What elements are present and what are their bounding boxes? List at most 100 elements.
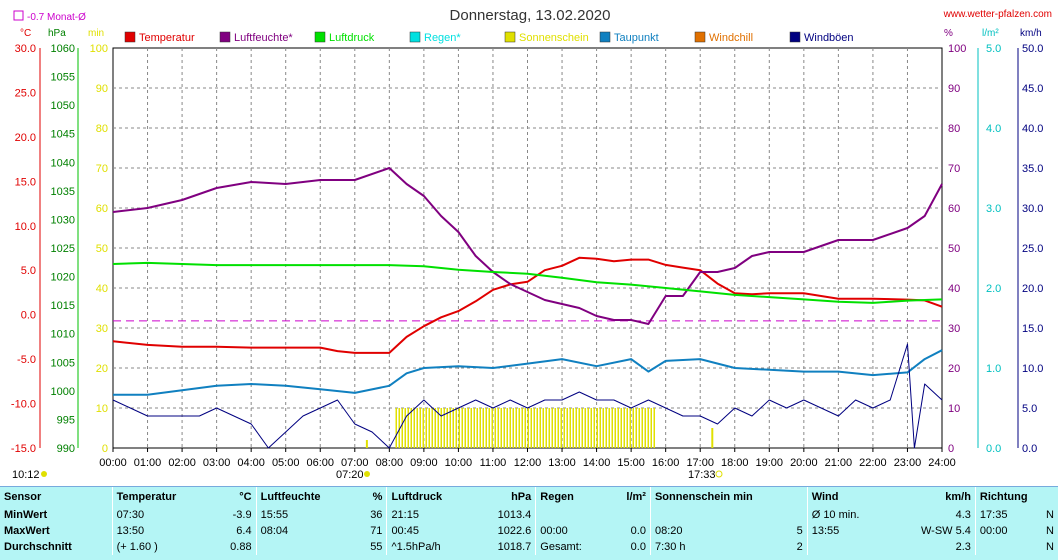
table-cell: 21:15: [386, 507, 474, 523]
th-temp-unit: °C: [239, 491, 252, 503]
rain-tick-label: 5.0: [986, 43, 1001, 55]
x-tick-label: 24:00: [928, 457, 956, 469]
rain-tick-label: 3.0: [986, 203, 1001, 215]
table-cell: 6.4: [236, 525, 252, 537]
x-tick-label: 06:00: [306, 457, 334, 469]
table-cell: 08:20: [649, 523, 765, 539]
x-tick-label: 01:00: [134, 457, 162, 469]
table-cell: ^1.5hPa/h: [386, 539, 474, 555]
table-cell: N: [1046, 509, 1054, 521]
x-tick-label: 05:00: [272, 457, 300, 469]
legend-label: Windchill: [709, 32, 753, 44]
hpa-tick-label: 1055: [51, 72, 75, 84]
unit-hpa: hPa: [48, 28, 66, 39]
min-tick-label: 50: [96, 243, 108, 255]
x-tick-label: 08:00: [376, 457, 404, 469]
chart-title: Donnerstag, 13.02.2020: [450, 7, 611, 24]
hpa-tick-label: 1060: [51, 43, 75, 55]
legend-swatch: [504, 31, 516, 43]
table-cell: 4.3: [955, 509, 971, 521]
table-cell: 1018.7: [497, 541, 532, 553]
wind-tick-label: 30.0: [1022, 203, 1043, 215]
rain-tick-label: 1.0: [986, 363, 1001, 375]
hpa-tick-label: 1010: [51, 329, 75, 341]
x-tick-label: 23:00: [894, 457, 922, 469]
hpa-tick-label: 1005: [51, 357, 75, 369]
legend-swatch: [599, 31, 611, 43]
legend-label: Luftdruck: [329, 32, 375, 44]
table-cell: 17:35: [974, 507, 1033, 523]
sunset-icon: [715, 470, 723, 478]
site-link[interactable]: www.wetter-pfalzen.com: [943, 9, 1052, 20]
x-tick-label: 03:00: [203, 457, 231, 469]
table-cell: 00:00: [535, 523, 610, 539]
temp-tick-label: 15.0: [15, 176, 36, 188]
pct-tick-label: 0: [948, 443, 954, 455]
table-cell: [974, 539, 1033, 555]
legend-label: Taupunkt: [614, 32, 659, 44]
hpa-tick-label: 1030: [51, 214, 75, 226]
table-cell: 15:55: [255, 507, 357, 523]
min-tick-label: 70: [96, 163, 108, 175]
rain-tick-label: 4.0: [986, 123, 1001, 135]
th-press-unit: hPa: [511, 491, 532, 503]
row-label: MinWert: [4, 509, 48, 521]
table-cell: 0.88: [230, 541, 252, 553]
hpa-tick-label: 1035: [51, 186, 75, 198]
table-cell: [649, 507, 765, 523]
temp-tick-label: 25.0: [15, 87, 36, 99]
table-cell: 55: [370, 541, 383, 553]
table-cell: (+ 1.60 ): [111, 539, 213, 555]
sunset-label: 17:33: [688, 469, 716, 481]
th-hum-unit: %: [372, 491, 383, 503]
legend-swatch: [694, 31, 706, 43]
table-cell: 1013.4: [497, 509, 532, 521]
pct-tick-label: 50: [948, 243, 960, 255]
pct-tick-label: 70: [948, 163, 960, 175]
th-rain: Regen: [535, 487, 610, 507]
x-tick-label: 02:00: [168, 457, 196, 469]
min-tick-label: 90: [96, 83, 108, 95]
hpa-tick-label: 995: [57, 414, 75, 426]
legend-swatch: [314, 31, 326, 43]
temp-tick-label: 0.0: [21, 310, 36, 322]
series-line-taupunkt: [113, 349, 943, 396]
th-hum: Luftfeuchte: [255, 487, 357, 507]
time-label: 10:12: [12, 469, 40, 481]
min-tick-label: 0: [102, 443, 108, 455]
x-tick-label: 12:00: [514, 457, 542, 469]
hpa-tick-label: 1025: [51, 243, 75, 255]
table-cell: 0.0: [630, 525, 646, 537]
th-wind: Wind: [806, 487, 890, 507]
legend: Temperatur Luftfeuchte* Luftdruck Regen* Son…: [124, 31, 854, 44]
x-tick-label: 13:00: [548, 457, 576, 469]
th-press: Luftdruck: [386, 487, 474, 507]
table-cell: 00:00: [974, 523, 1033, 539]
temp-tick-label: -5.0: [17, 354, 36, 366]
table-row: MaxWert 13:50 6.4 08:04 71 00:45 1022.6 …: [0, 523, 1058, 539]
pct-tick-label: 80: [948, 123, 960, 135]
legend-label: Luftfeuchte*: [234, 32, 293, 44]
table-cell: 0.0: [630, 541, 646, 553]
min-tick-label: 100: [90, 43, 108, 55]
temp-tick-label: 20.0: [15, 132, 36, 144]
unit-min: min: [88, 28, 104, 39]
th-rain-unit: l/m²: [626, 491, 646, 503]
hpa-tick-label: 1015: [51, 300, 75, 312]
wind-tick-label: 50.0: [1022, 43, 1043, 55]
hpa-tick-label: 1040: [51, 157, 75, 169]
row-label: MaxWert: [4, 525, 50, 537]
temp-tick-label: -15.0: [11, 443, 36, 455]
min-tick-label: 10: [96, 403, 108, 415]
unit-kmh: km/h: [1020, 28, 1042, 39]
wind-tick-label: 40.0: [1022, 123, 1043, 135]
series: [112, 167, 943, 449]
table-cell: W-SW 5.4: [921, 525, 971, 537]
x-tick-label: 22:00: [859, 457, 887, 469]
table-cell: [535, 507, 610, 523]
legend-swatch: [409, 31, 421, 43]
temp-tick-label: 5.0: [21, 265, 36, 277]
rain-tick-label: 0.0: [986, 443, 1001, 455]
wind-tick-label: 15.0: [1022, 323, 1043, 335]
plot-grid: [112, 47, 943, 452]
